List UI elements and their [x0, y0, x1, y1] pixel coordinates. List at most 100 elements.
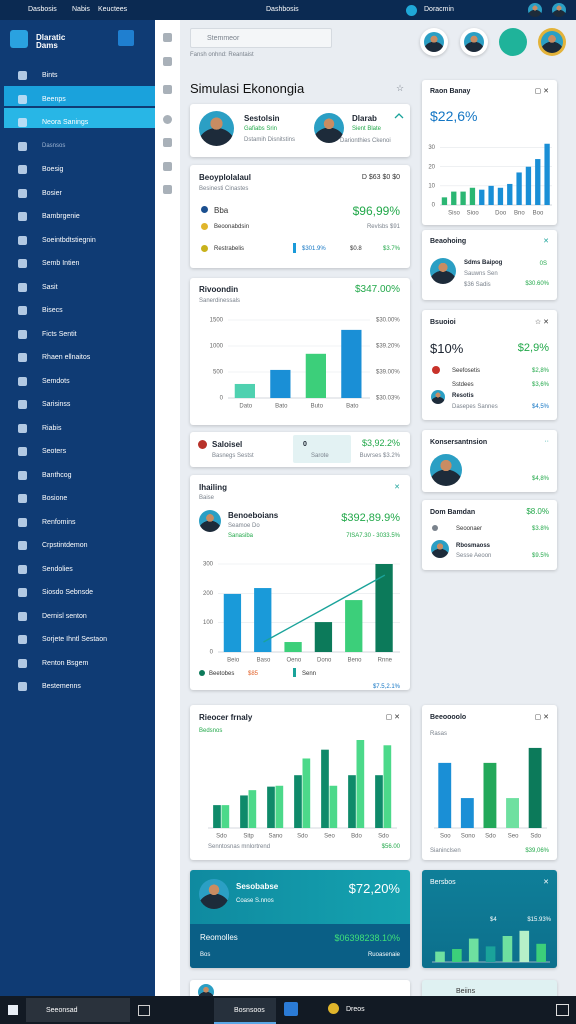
x-tick-label: Sioo — [467, 211, 480, 217]
rail-icon[interactable] — [163, 185, 172, 194]
profile-name: Benoeboians — [228, 511, 279, 520]
nav-item[interactable]: Bints — [42, 72, 58, 79]
taskbar-search[interactable]: Seeonsad — [26, 998, 130, 1022]
card-title: Bsuoioi — [430, 319, 456, 326]
nav-item[interactable]: Bisecs — [42, 307, 63, 314]
rail-icon[interactable] — [163, 57, 172, 66]
bar — [485, 946, 496, 962]
card-subtitle: Rasas — [430, 731, 448, 737]
taskbar-app[interactable]: Bosnsoos — [214, 998, 276, 1024]
chart: 0 100 200 300 Beio Baso Oeno Dono Beno Rnne — [203, 562, 400, 664]
nav-item[interactable]: Bestemenns — [42, 683, 81, 690]
task-view[interactable] — [138, 1005, 150, 1016]
legend-swatch — [199, 670, 205, 676]
chart-footer: Sianinclsen — [430, 848, 461, 854]
nav-icon — [18, 447, 27, 456]
nav-item[interactable]: Ficts Sentit — [42, 330, 77, 338]
nav-item[interactable]: Bosier — [42, 189, 62, 197]
rail-icon[interactable] — [163, 33, 172, 42]
nav-item[interactable]: Semb Intien — [42, 260, 80, 267]
chevron[interactable] — [394, 112, 404, 120]
nav-item[interactable]: Dernisl senton — [42, 612, 87, 620]
nav-item[interactable]: Beenps — [42, 95, 66, 103]
close-icon[interactable]: ✕ — [394, 484, 400, 491]
row-label: Resotis — [452, 393, 474, 399]
window-icons[interactable]: ▢ ✕ — [385, 714, 400, 721]
taskbar-icon[interactable] — [328, 1003, 339, 1014]
y-tick-label: 0 — [432, 203, 436, 209]
nav-item[interactable]: Rhaen ellnaitos — [42, 354, 91, 361]
window-icons[interactable]: ☆ ✕ — [534, 319, 549, 326]
footer-note-label: Bos — [200, 952, 211, 958]
app-icon[interactable] — [499, 28, 527, 56]
nav-item[interactable]: Sarisinss — [42, 401, 71, 408]
window-title: Dashbosis — [266, 6, 299, 13]
bar — [294, 775, 302, 828]
nav-item[interactable]: Riabis — [42, 424, 62, 432]
bar — [375, 775, 383, 828]
avatar-frame[interactable] — [538, 28, 566, 56]
search-box[interactable]: Stemmeor — [190, 28, 332, 48]
nav-item[interactable]: Sasit — [42, 283, 58, 291]
start-button[interactable] — [8, 1005, 18, 1015]
nav-item[interactable]: Sendolies — [42, 565, 73, 573]
bar — [356, 740, 365, 828]
rail-icon[interactable] — [163, 162, 172, 171]
rail-icon[interactable] — [163, 115, 172, 124]
bar — [528, 747, 542, 828]
tab[interactable]: Dasbosis — [28, 6, 57, 13]
nav-icon — [18, 71, 27, 80]
rail-icon[interactable] — [163, 138, 172, 147]
domain-card: Dom Bamdan $8.0% Seoonaer $3.8% Rbosmaos… — [422, 500, 557, 570]
star-icon[interactable]: ☆ — [396, 83, 405, 93]
tab[interactable]: Nabis — [72, 6, 90, 13]
legend-note: $85 — [248, 671, 259, 677]
nav-icon — [18, 306, 27, 315]
x-tick-label: Soo — [440, 834, 451, 840]
nav-item[interactable]: Neora Sanings — [42, 119, 89, 126]
avatar[interactable] — [528, 3, 542, 17]
window-icons[interactable]: ▢ ✕ — [534, 88, 549, 95]
avatar-frame[interactable] — [420, 28, 448, 56]
bar — [460, 191, 466, 205]
nav-item[interactable]: Sorjete Ihntl Sestaon — [42, 636, 107, 643]
nav-item[interactable]: Banthcog — [42, 471, 72, 479]
more-icon[interactable]: ·· — [544, 438, 549, 445]
taskbar-app-label[interactable]: Dreos — [346, 1006, 365, 1013]
avatar[interactable] — [552, 3, 566, 17]
nav-item[interactable]: Boesig — [42, 166, 64, 173]
account-icon[interactable] — [406, 5, 417, 16]
nav-item[interactable]: Renfomins — [42, 518, 76, 526]
avatar-frame[interactable] — [460, 28, 488, 56]
card-title: Rieocer frnaly — [199, 713, 253, 722]
account[interactable]: Doracmin — [424, 6, 454, 13]
bar — [479, 189, 485, 205]
bar — [438, 762, 452, 828]
badge[interactable]: 0 Sarote — [293, 435, 351, 463]
rail-icon[interactable] — [163, 85, 172, 94]
nav-item[interactable]: Crpstintdemon — [42, 542, 88, 549]
chart-card: 0 100 200 300 Beio Baso Oeno Dono Beno Rnne Ihail… — [190, 475, 410, 690]
nav-item[interactable]: Bambrgenie — [42, 213, 80, 220]
bar — [516, 172, 522, 205]
row-value: $3.7% — [382, 246, 400, 252]
nav-item[interactable]: Renton Bsgem — [42, 659, 89, 667]
bar — [213, 805, 221, 828]
nav-item[interactable]: Seoters — [42, 448, 67, 455]
tab[interactable]: Keuctees — [98, 6, 128, 13]
nav-item[interactable]: Soeintbdtstiegnin — [42, 236, 96, 244]
taskbar-icon[interactable] — [284, 1002, 298, 1016]
contact-value: $4,8% — [531, 476, 549, 482]
nav-item[interactable]: Semdots — [42, 377, 70, 385]
card-title: Dom Bamdan — [430, 509, 476, 516]
close-icon[interactable]: ✕ — [543, 238, 549, 245]
notifications[interactable] — [556, 1004, 569, 1016]
close-icon[interactable]: ✕ — [543, 879, 549, 886]
window-icons[interactable]: ▢ ✕ — [534, 714, 549, 721]
nav-item[interactable]: Bosione — [42, 495, 68, 502]
nav-item[interactable]: Siosdo Sebnsde — [42, 589, 93, 596]
card-meta: D $63 $0 $0 — [361, 174, 400, 181]
nav-item[interactable]: Dasnsos — [42, 142, 66, 149]
menu-button[interactable] — [118, 30, 134, 46]
